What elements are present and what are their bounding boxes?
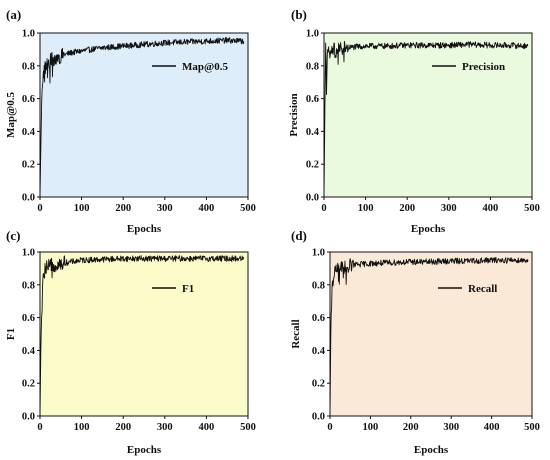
legend-label: Recall — [468, 283, 497, 295]
series-line-1 — [39, 255, 245, 417]
y-tick-label: 0.4 — [22, 346, 36, 357]
x-tick-label: 100 — [358, 203, 374, 214]
x-tick-label: 300 — [441, 203, 457, 214]
x-tick-label: 400 — [483, 203, 499, 214]
x-tick-label: 0 — [37, 422, 42, 433]
plot-area — [40, 33, 248, 197]
y-tick-label: 0.0 — [22, 193, 35, 204]
panel-label: (c) — [6, 228, 20, 243]
y-tick-label: 0.8 — [22, 280, 35, 291]
y-tick-label: 1.0 — [22, 29, 35, 40]
x-tick-label: 100 — [74, 203, 90, 214]
y-tick-label: 0.8 — [312, 280, 325, 291]
y-tick-label: 0.4 — [312, 346, 326, 357]
y-tick-label: 0.6 — [312, 313, 325, 324]
chart-panel-3: (c) 0.0 0.2 0.4 0.6 0.8 1.0 0 100 200 300 400 500 Epo… — [5, 228, 256, 456]
x-axis-title: Epochs — [411, 223, 446, 235]
y-tick-label: 0.2 — [312, 379, 325, 390]
chart-panel-4: (d) 0.0 0.2 0.4 0.6 0.8 1.0 0 100 200 300 400 500 Epo… — [290, 228, 540, 456]
panel-label: (d) — [291, 228, 307, 243]
x-tick-label: 200 — [115, 422, 131, 433]
x-axis-title: Epochs — [127, 444, 162, 456]
plot-frame — [323, 32, 533, 198]
y-tick-label: 0.2 — [22, 379, 35, 390]
y-tick-label: 0.6 — [22, 94, 35, 105]
y-tick-label: 0.0 — [312, 412, 325, 423]
y-tick-label: 0.4 — [22, 127, 36, 138]
y-tick-label: 0.0 — [306, 193, 319, 204]
x-tick-label: 100 — [363, 422, 379, 433]
y-tick-label: 0.2 — [306, 160, 319, 171]
panel-label: (b) — [291, 7, 307, 22]
y-tick-label: 1.0 — [22, 248, 35, 259]
y-tick-label: 1.0 — [312, 248, 325, 259]
x-tick-label: 300 — [157, 422, 173, 433]
x-tick-label: 300 — [443, 422, 459, 433]
plot-frame — [329, 251, 533, 417]
x-tick-label: 500 — [524, 422, 540, 433]
x-tick-label: 300 — [157, 203, 173, 214]
plot-frame — [39, 251, 249, 417]
y-axis-title: Map@0.5 — [5, 92, 17, 138]
y-axis-title: Precision — [288, 93, 300, 136]
chart-panel-1: (a) 0.0 0.2 0.4 0.6 0.8 1.0 0 100 200 300 400 500 Epo… — [5, 7, 256, 235]
x-tick-label: 0 — [321, 203, 326, 214]
x-axis-title: Epochs — [414, 444, 449, 456]
y-tick-label: 0.6 — [306, 94, 319, 105]
x-tick-label: 200 — [115, 203, 131, 214]
series-line-1 — [329, 256, 529, 417]
plot-area — [40, 252, 248, 416]
x-tick-label: 200 — [399, 203, 415, 214]
series-line-1 — [323, 40, 529, 198]
x-tick-label: 0 — [37, 203, 42, 214]
plot-area — [330, 252, 532, 416]
legend-label: F1 — [182, 283, 194, 295]
x-tick-label: 400 — [199, 422, 215, 433]
x-tick-label: 500 — [240, 422, 256, 433]
y-tick-label: 1.0 — [306, 29, 319, 40]
y-tick-label: 0.8 — [22, 61, 35, 72]
x-axis-title: Epochs — [127, 223, 162, 235]
y-tick-label: 0.6 — [22, 313, 35, 324]
x-tick-label: 0 — [327, 422, 332, 433]
x-tick-label: 100 — [74, 422, 90, 433]
x-tick-label: 400 — [484, 422, 500, 433]
series-line-1 — [39, 37, 245, 198]
plot-frame — [39, 32, 249, 198]
y-tick-label: 0.8 — [306, 61, 319, 72]
y-tick-label: 0.4 — [306, 127, 320, 138]
x-tick-label: 500 — [524, 203, 540, 214]
chart-panel-2: (b) 0.0 0.2 0.4 0.6 0.8 1.0 0 100 200 300 400 500 Epo… — [288, 7, 540, 235]
x-tick-label: 200 — [403, 422, 419, 433]
x-tick-label: 400 — [199, 203, 215, 214]
legend-label: Map@0.5 — [182, 61, 228, 73]
y-tick-label: 0.0 — [22, 412, 35, 423]
panel-label: (a) — [6, 7, 21, 22]
legend-label: Precision — [462, 61, 505, 73]
y-axis-title: F1 — [5, 328, 17, 340]
y-tick-label: 0.2 — [22, 160, 35, 171]
y-axis-title: Recall — [290, 319, 302, 348]
x-tick-label: 500 — [240, 203, 256, 214]
plot-area — [324, 33, 532, 197]
